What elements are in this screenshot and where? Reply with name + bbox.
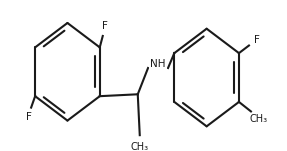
Text: CH₃: CH₃ — [250, 114, 268, 124]
Text: F: F — [254, 35, 260, 45]
Text: F: F — [26, 112, 32, 122]
Text: NH: NH — [150, 59, 166, 69]
Text: CH₃: CH₃ — [131, 142, 149, 151]
Text: F: F — [102, 21, 108, 31]
